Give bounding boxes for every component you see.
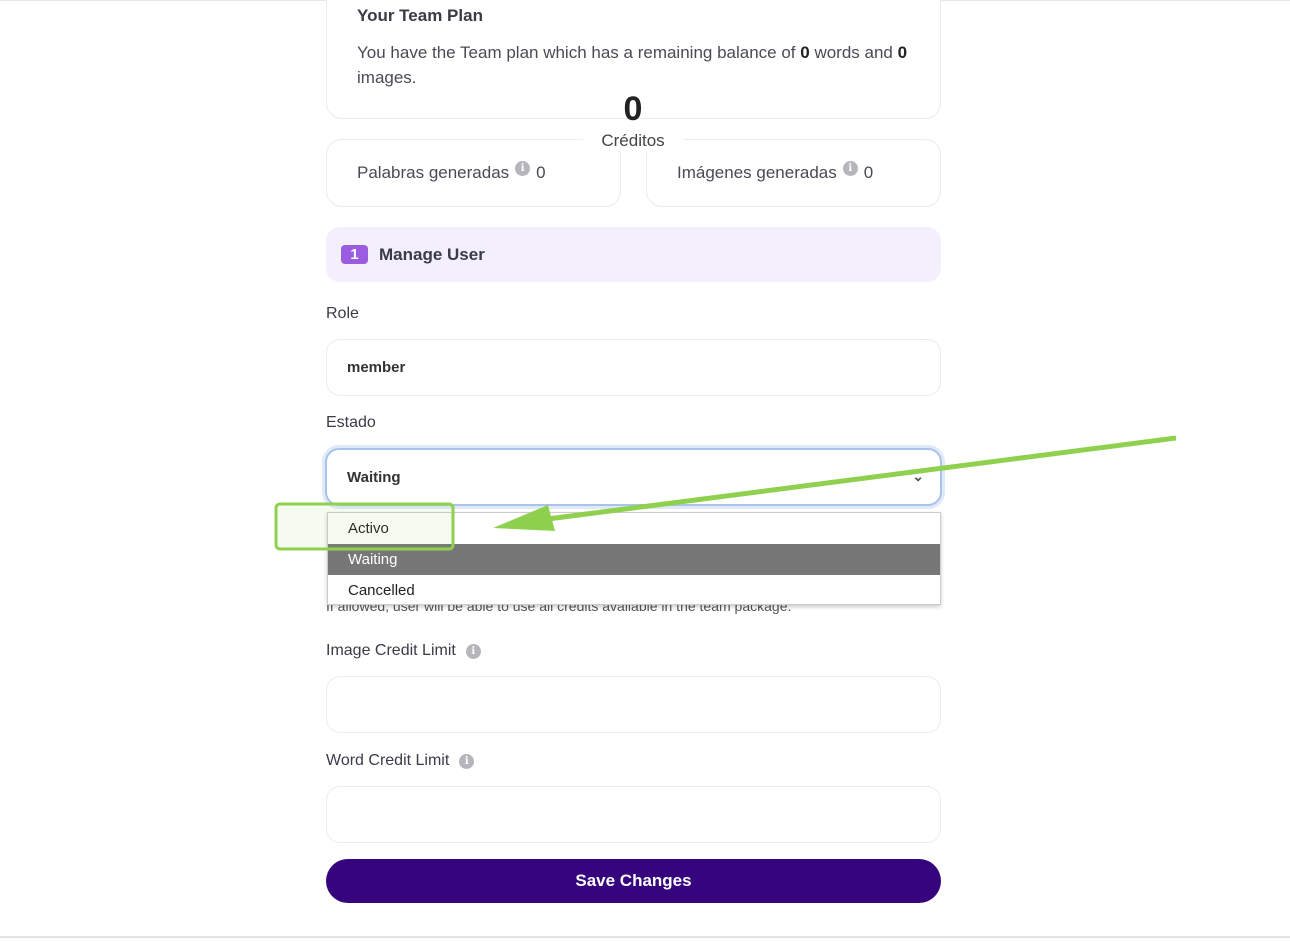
estado-dropdown[interactable]: Activo Waiting Cancelled (327, 512, 941, 605)
words-balance: 0 (800, 43, 810, 62)
role-field[interactable]: member (326, 339, 941, 396)
words-generated-card (326, 139, 621, 207)
label-text: Image Credit Limit (326, 642, 456, 659)
manage-user-header: 1 Manage User (326, 227, 941, 282)
option-activo[interactable]: Activo (348, 520, 389, 537)
option-cancelled[interactable]: Cancelled (348, 582, 415, 599)
word-credit-limit-label: Word Credit Limit i (326, 752, 475, 770)
images-generated-card (646, 139, 941, 207)
plan-description: You have the Team plan which has a remai… (357, 40, 917, 90)
plan-desc-text: You have the Team plan which has a remai… (357, 43, 801, 62)
estado-label: Estado (326, 414, 376, 431)
team-plan-card (326, 0, 941, 119)
label-text: Word Credit Limit (326, 752, 450, 769)
plan-desc-text: words and (809, 43, 898, 62)
credits-label: Créditos (583, 131, 683, 151)
chevron-down-icon: ⌄ (912, 468, 924, 484)
stat-label: Imágenes generadas (677, 163, 837, 182)
word-credit-limit-input[interactable] (326, 786, 941, 843)
plan-desc-text: images. (357, 68, 417, 87)
plan-title: Your Team Plan (357, 6, 483, 25)
bottom-divider (0, 936, 1290, 938)
estado-selected-value: Waiting (347, 468, 401, 486)
info-icon[interactable]: i (459, 753, 475, 769)
save-changes-button[interactable]: Save Changes (326, 859, 941, 903)
info-icon[interactable]: i (465, 643, 481, 659)
image-credit-limit-label: Image Credit Limit i (326, 642, 481, 660)
words-generated: Palabras generadas i 0 (357, 160, 546, 183)
step-badge: 1 (341, 245, 368, 264)
stat-value: 0 (536, 163, 546, 182)
info-icon[interactable]: i (842, 160, 858, 176)
section-title: Manage User (379, 244, 485, 264)
role-label: Role (326, 305, 359, 322)
estado-select[interactable]: Waiting ⌄ (325, 448, 942, 506)
image-credit-limit-input[interactable] (326, 676, 941, 733)
credits-value: 0 (623, 90, 643, 128)
stat-label: Palabras generadas (357, 163, 510, 182)
images-generated: Imágenes generadas i 0 (677, 160, 874, 183)
option-waiting[interactable]: Waiting (328, 544, 940, 575)
info-icon[interactable]: i (515, 160, 531, 176)
stat-value: 0 (863, 163, 874, 182)
images-balance: 0 (897, 43, 908, 62)
